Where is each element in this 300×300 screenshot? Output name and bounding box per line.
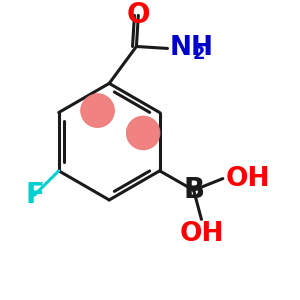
Text: OH: OH bbox=[179, 221, 224, 247]
Circle shape bbox=[81, 94, 114, 127]
Text: O: O bbox=[127, 2, 150, 29]
Circle shape bbox=[127, 116, 160, 149]
Text: NH: NH bbox=[169, 35, 213, 62]
Text: 2: 2 bbox=[193, 45, 205, 63]
Circle shape bbox=[127, 116, 160, 149]
Text: OH: OH bbox=[226, 166, 270, 192]
Text: B: B bbox=[183, 176, 204, 204]
Text: F: F bbox=[25, 181, 44, 209]
Circle shape bbox=[81, 94, 114, 127]
